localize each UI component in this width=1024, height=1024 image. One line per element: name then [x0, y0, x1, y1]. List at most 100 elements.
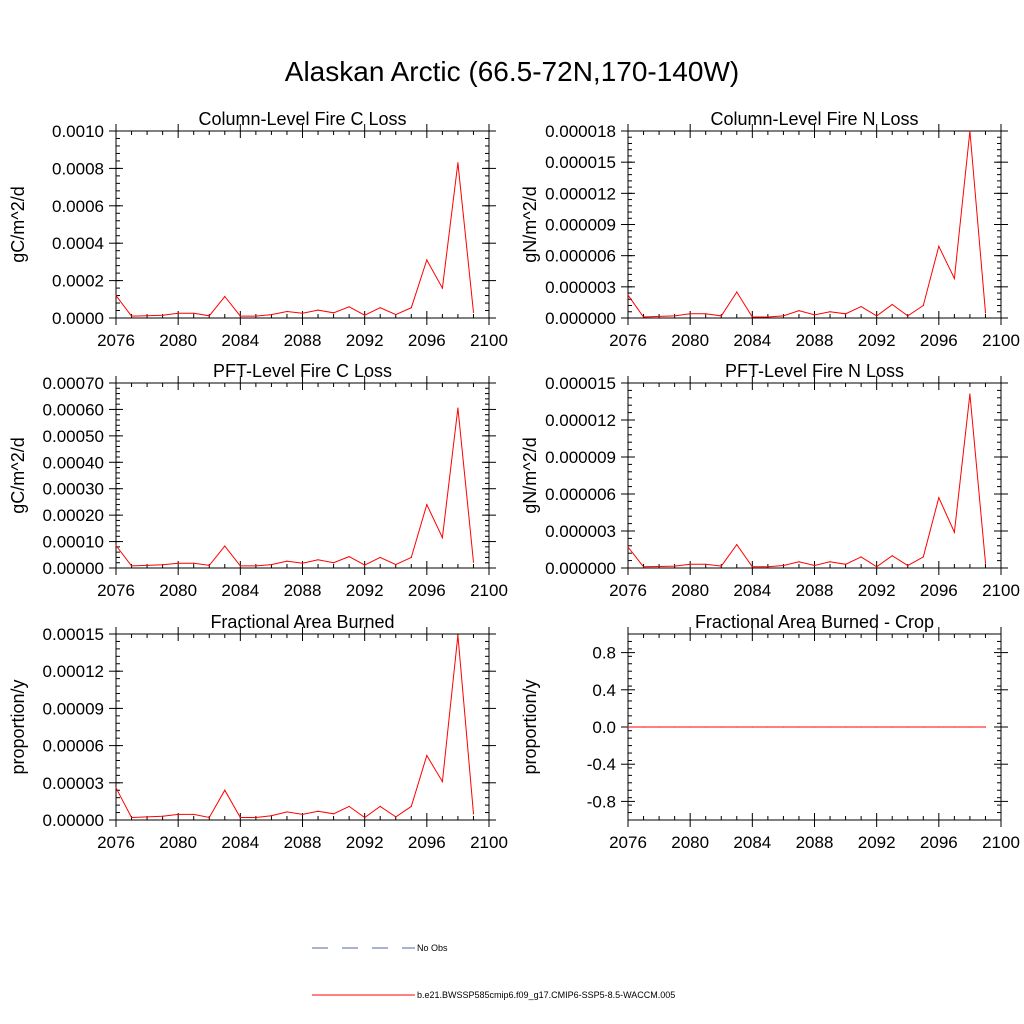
data-point: [348, 306, 350, 308]
data-point: [130, 565, 133, 567]
data-point: [813, 726, 816, 728]
x-tick-label: 2076: [609, 581, 647, 600]
x-tick-label: 2100: [470, 331, 508, 350]
y-tick-label: 0.00012: [43, 662, 104, 681]
x-tick-label: 2088: [796, 581, 834, 600]
data-point: [317, 309, 319, 311]
data-point: [907, 726, 909, 728]
data-point: [457, 634, 459, 636]
x-tick-label: 2084: [221, 581, 259, 600]
data-point: [146, 816, 148, 818]
y-tick-label: 0.000006: [545, 485, 616, 504]
data-point: [938, 245, 940, 247]
data-point: [332, 562, 335, 564]
y-tick-label: 0.00070: [43, 374, 104, 393]
data-point: [642, 316, 645, 318]
y-tick-label: 0.00003: [43, 774, 104, 793]
data-point: [255, 315, 257, 317]
data-point: [426, 259, 428, 261]
panel-title: Fractional Area Burned: [210, 612, 394, 632]
data-point: [177, 562, 179, 564]
data-point: [364, 816, 366, 819]
data-point: [286, 811, 288, 813]
data-point: [813, 564, 816, 567]
y-tick-label: 0.000000: [545, 309, 616, 328]
y-tick-label: 0.00009: [43, 699, 104, 718]
y-tick-label: 0.000000: [545, 559, 616, 578]
y-tick-label: 0.000012: [545, 411, 616, 430]
x-tick-label: 2080: [671, 331, 709, 350]
x-tick-label: 2096: [920, 331, 958, 350]
y-tick-label: -0.4: [587, 755, 616, 774]
data-point: [782, 726, 785, 728]
data-point: [115, 294, 117, 297]
data-point: [130, 315, 133, 317]
data-point: [270, 563, 273, 566]
data-point: [969, 393, 971, 395]
data-point: [798, 561, 800, 563]
data-point: [736, 726, 738, 728]
data-point: [674, 726, 676, 728]
x-tick-label: 2100: [982, 581, 1020, 600]
data-point: [255, 565, 257, 567]
x-tick-label: 2092: [346, 331, 384, 350]
x-tick-label: 2100: [982, 833, 1020, 852]
y-tick-label: 0.0006: [52, 197, 104, 216]
data-point: [907, 564, 909, 567]
data-point: [426, 754, 428, 757]
data-point: [270, 815, 273, 817]
x-tick-label: 2100: [470, 833, 508, 852]
data-point: [441, 780, 443, 783]
y-tick-label: 0.000009: [545, 448, 616, 467]
data-point: [844, 563, 847, 565]
chart-panel-5: Fractional Area Burned proportion/y 2076 20…: [8, 612, 508, 852]
data-point: [860, 726, 862, 728]
x-tick-label: 2084: [221, 331, 259, 350]
data-point: [395, 816, 397, 818]
data-point: [720, 726, 722, 728]
x-tick-label: 2092: [858, 833, 896, 852]
data-point: [860, 556, 862, 558]
y-tick-label: 0.00006: [43, 737, 104, 756]
data-point: [751, 726, 753, 728]
y-tick-label: 0.0010: [52, 122, 104, 141]
x-tick-label: 2084: [733, 581, 771, 600]
y-tick-label: 0.000003: [545, 278, 616, 297]
x-tick-label: 2096: [408, 833, 446, 852]
data-point: [162, 564, 164, 566]
data-point: [115, 544, 117, 547]
data-point: [782, 564, 785, 567]
data-point: [751, 566, 753, 568]
data-point: [627, 726, 629, 728]
x-tick-label: 2100: [470, 581, 508, 600]
panel-title: PFT-Level Fire N Loss: [725, 361, 904, 381]
data-point: [860, 305, 862, 308]
y-tick-label: 0.00050: [43, 427, 104, 446]
data-point: [767, 316, 769, 318]
x-tick-label: 2080: [671, 833, 709, 852]
data-point: [472, 561, 475, 563]
data-point: [239, 816, 241, 819]
plot-frame: [627, 130, 1002, 319]
data-point: [984, 312, 987, 314]
data-point: [720, 315, 722, 317]
y-tick-label: 0.00030: [43, 480, 104, 499]
series-line: [115, 635, 474, 819]
x-tick-label: 2092: [346, 581, 384, 600]
plot-frame: [115, 130, 490, 319]
data-point: [767, 726, 769, 728]
data-point: [627, 294, 629, 296]
x-tick-label: 2084: [733, 833, 771, 852]
data-point: [922, 304, 924, 307]
data-point: [876, 566, 878, 568]
y-tick-label: 0.00015: [43, 625, 104, 644]
data-point: [239, 565, 241, 567]
chart-panel-3: PFT-Level Fire C Loss gC/m^2/d 2076 2080 208…: [8, 361, 508, 600]
data-point: [255, 816, 257, 819]
legend: No Obs b.e21.BWSSP585cmip6.f09_g17.CMIP6-…: [312, 943, 675, 1000]
data-point: [813, 314, 816, 316]
data-point: [286, 560, 288, 562]
y-axis-label: gN/m^2/d: [520, 437, 540, 513]
series-line: [115, 162, 474, 317]
